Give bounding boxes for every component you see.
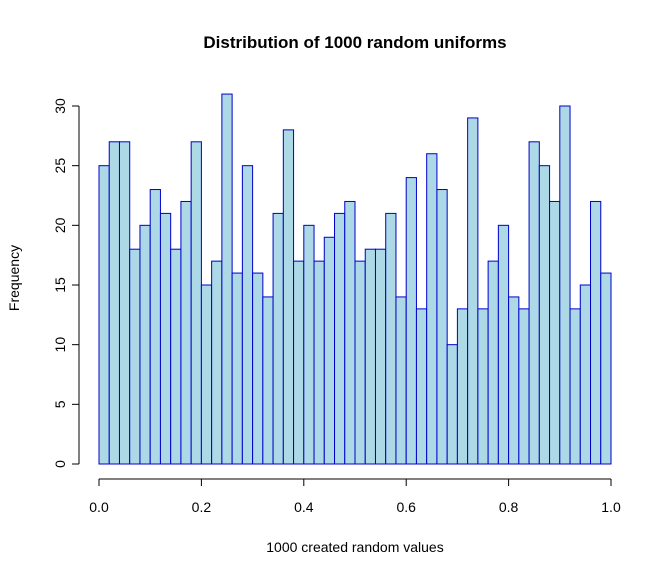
histogram-bar-21 <box>313 260 325 465</box>
histogram-bar-27 <box>374 248 387 465</box>
histogram-bar-30 <box>405 177 417 465</box>
histogram-bar-35 <box>456 308 469 465</box>
y-tick-label-4: 20 <box>52 217 68 233</box>
x-axis-label: 1000 created random values <box>266 539 443 555</box>
histogram-bar-2 <box>118 141 131 465</box>
histogram-bar-41 <box>518 308 530 465</box>
histogram-bar-16 <box>262 296 274 465</box>
y-axis: 0 5 10 15 20 25 30 <box>52 98 80 468</box>
histogram-bar-24 <box>344 200 356 465</box>
x-tick-label-2: 0.4 <box>294 499 314 515</box>
histogram-bar-8 <box>180 200 192 465</box>
histogram-bar-22 <box>323 236 336 465</box>
y-tick-label-5: 25 <box>52 158 68 174</box>
histogram-bar-23 <box>334 212 346 465</box>
histogram-bar-3 <box>129 248 141 465</box>
x-tick-label-3: 0.6 <box>396 499 416 515</box>
histogram-bar-45 <box>559 105 571 465</box>
histogram-bar-14 <box>241 165 254 465</box>
histogram-bar-44 <box>549 200 561 465</box>
histogram-bar-38 <box>487 260 499 465</box>
histogram-bar-31 <box>415 308 428 465</box>
histogram-bar-43 <box>538 165 551 465</box>
chart-title: Distribution of 1000 random uniforms <box>203 33 506 52</box>
x-tick-label-4: 0.8 <box>499 499 519 515</box>
histogram-bar-32 <box>426 153 438 465</box>
histogram-bar-39 <box>497 224 510 465</box>
histogram-bar-0 <box>98 165 110 465</box>
histogram-bar-6 <box>159 212 172 465</box>
histogram-bar-9 <box>190 141 202 465</box>
histogram-bar-33 <box>436 189 448 465</box>
histogram-bar-7 <box>170 248 182 465</box>
histogram-bar-18 <box>282 129 295 465</box>
histogram-bar-4 <box>139 224 151 465</box>
histogram-bar-29 <box>395 296 407 465</box>
histogram-bar-36 <box>467 117 479 465</box>
y-axis-label: Frequency <box>6 245 22 311</box>
histogram-bar-5 <box>149 189 161 465</box>
y-tick-label-2: 10 <box>52 337 68 353</box>
histogram-bar-40 <box>508 296 520 465</box>
histogram-bar-12 <box>221 93 233 465</box>
y-tick-label-3: 15 <box>52 277 68 293</box>
histogram-bar-10 <box>200 284 213 465</box>
histogram-bar-1 <box>108 141 120 465</box>
y-tick-label-6: 30 <box>52 98 68 114</box>
x-axis: 0.0 0.2 0.4 0.6 0.8 1.0 <box>89 478 621 515</box>
histogram-bar-28 <box>385 212 397 465</box>
histogram-bar-26 <box>364 248 376 465</box>
histogram-bar-11 <box>211 260 223 465</box>
histogram-bar-34 <box>446 344 458 465</box>
x-tick-label-0: 0.0 <box>89 499 109 515</box>
histogram-bar-19 <box>293 260 305 465</box>
histogram-bar-20 <box>303 224 315 465</box>
bar-group <box>98 93 612 465</box>
histogram-bar-15 <box>252 272 264 465</box>
histogram-bar-46 <box>569 308 581 465</box>
x-tick-label-5: 1.0 <box>601 499 621 515</box>
histogram-bar-48 <box>590 200 602 465</box>
y-tick-label-0: 0 <box>52 460 68 468</box>
histogram-bar-42 <box>528 141 540 465</box>
histogram-bar-47 <box>579 284 592 465</box>
x-tick-label-1: 0.2 <box>192 499 212 515</box>
histogram-bar-37 <box>477 308 489 465</box>
histogram-bar-25 <box>354 260 366 465</box>
histogram-bar-17 <box>272 212 284 465</box>
histogram-bar-49 <box>600 272 612 465</box>
histogram-bar-13 <box>231 272 243 465</box>
y-tick-label-1: 5 <box>52 400 68 408</box>
